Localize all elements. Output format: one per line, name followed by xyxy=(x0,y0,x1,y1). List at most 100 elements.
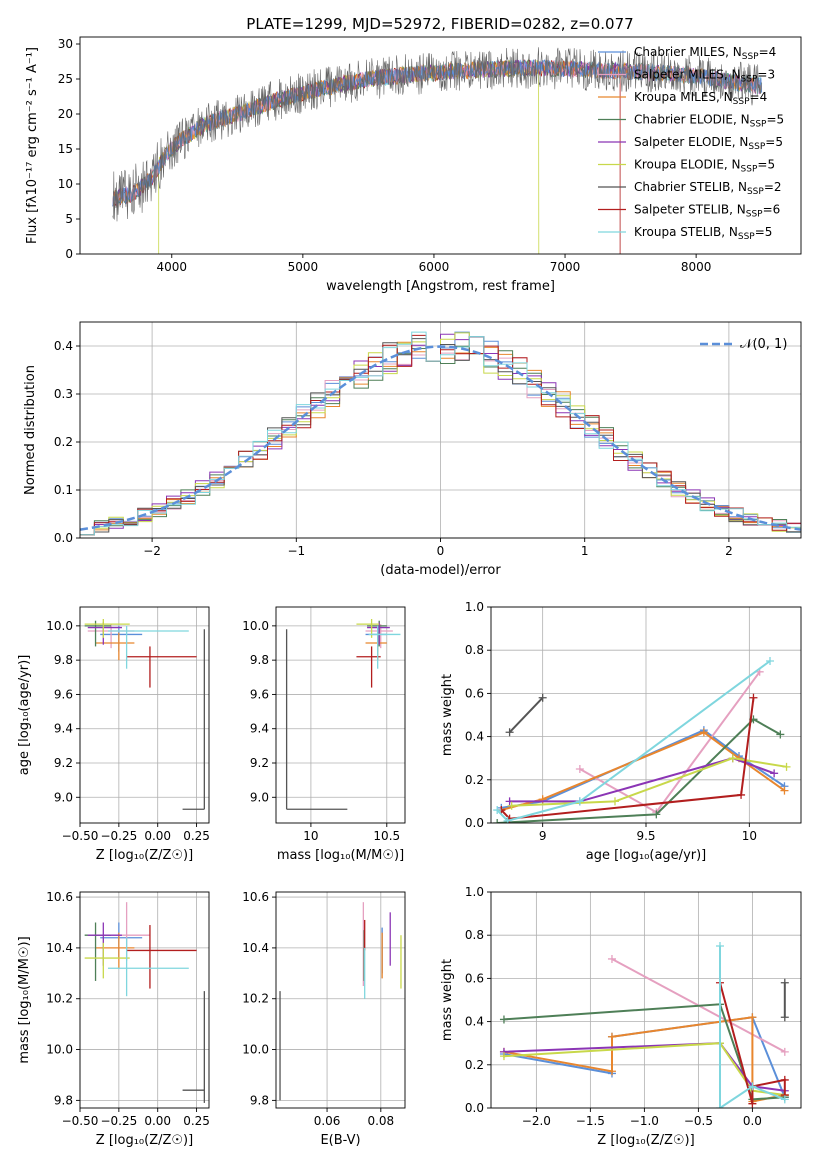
errorbar-kroupa_stelib xyxy=(368,625,401,669)
point-marker xyxy=(782,762,791,771)
x-tick-label: −0.50 xyxy=(62,1114,99,1128)
y-tick-label: 20 xyxy=(58,107,73,121)
x-tick-label: 10 xyxy=(742,829,757,843)
y-tick-label: 10.0 xyxy=(46,1043,73,1057)
series-line xyxy=(719,946,786,1108)
x-axis-label: E(B-V) xyxy=(320,1133,360,1148)
errorbars xyxy=(84,902,205,1103)
series-line xyxy=(511,757,787,807)
plot-frame xyxy=(275,891,406,1109)
errorbar-chabrier_stelib xyxy=(285,629,348,810)
series-line xyxy=(496,660,771,822)
errorbar-kroupa_miles xyxy=(95,932,135,969)
x-axis-label: age [log₁₀(age/yr)] xyxy=(586,848,707,863)
y-tick-label: 9.6 xyxy=(54,687,73,701)
errorbar-salpeter_elodie xyxy=(87,922,122,966)
y-axis-label: Normed distribution xyxy=(23,365,38,495)
x-tick-label: 0.25 xyxy=(183,1114,210,1128)
point-marker xyxy=(766,657,774,665)
x-tick-label: −1.0 xyxy=(630,1114,659,1128)
x-tick-label: −2.0 xyxy=(522,1114,551,1128)
y-axis-label: age [log₁₀(age/yr)] xyxy=(17,655,32,776)
y-tick-label: 0.2 xyxy=(54,435,73,449)
y-tick-label: 9.4 xyxy=(54,722,73,736)
y-tick-label: 9.6 xyxy=(250,687,269,701)
series-chabrier_stelib xyxy=(505,693,547,737)
x-tick-label: 4000 xyxy=(156,260,187,274)
y-tick-label: 9.2 xyxy=(250,756,269,770)
errorbar-chabrier_stelib xyxy=(182,629,205,810)
point-marker xyxy=(770,769,779,778)
errorbar-salpeter_elodie xyxy=(367,622,390,645)
y-tick-label: 0.2 xyxy=(465,773,484,787)
point-marker xyxy=(652,810,661,819)
point-marker xyxy=(499,1015,508,1024)
x-tick-label: 10 xyxy=(303,829,318,843)
y-tick-label: 10.4 xyxy=(46,941,73,955)
series-line xyxy=(501,731,786,811)
chart-spectrum: 4000 5000 6000 7000 8000 0 5 10 15 20 25 30 waveleng… xyxy=(25,36,802,294)
plot-frame xyxy=(275,606,406,824)
y-tick-label: 0 xyxy=(65,247,73,261)
y-tick-label: 10.0 xyxy=(46,619,73,633)
legend-label: Chabrier ELODIE, NSSP=5 xyxy=(634,113,784,130)
y-tick-label: 10.6 xyxy=(242,890,269,904)
chart-age_vs_mass: 10 10.5 9.0 9.2 9.4 9.6 9.8 10.0 mass [log₁₀(M/M… xyxy=(242,606,406,863)
y-tick-label: 10.2 xyxy=(46,992,73,1006)
x-tick-label: −2 xyxy=(143,544,161,558)
errorbar-chabrier_elodie xyxy=(84,922,112,981)
y-tick-label: 0.3 xyxy=(54,387,73,401)
y-tick-label: 9.4 xyxy=(250,722,269,736)
histograms xyxy=(80,331,801,536)
errorbar-kroupa_elodie xyxy=(84,942,130,979)
legend-label: 𝒩(0, 1) xyxy=(740,337,787,352)
x-tick-label: −0.50 xyxy=(62,829,99,843)
x-tick-label: 6000 xyxy=(419,260,450,274)
point-marker xyxy=(780,978,789,987)
y-tick-label: 0.8 xyxy=(465,643,484,657)
x-tick-label: 0.25 xyxy=(183,829,210,843)
y-tick-label: 5 xyxy=(65,212,73,226)
legend: Chabrier MILES, NSSP=4 Salpeter MILES, NS… xyxy=(598,45,784,242)
point-marker xyxy=(575,797,584,806)
legend-label: Kroupa ELODIE, NSSP=5 xyxy=(634,158,775,175)
x-tick-label: −0.5 xyxy=(684,1114,713,1128)
point-marker xyxy=(780,1095,789,1104)
series-line xyxy=(501,728,786,809)
series xyxy=(499,942,789,1108)
spectrum-lines xyxy=(112,47,763,254)
y-tick-label: 1.0 xyxy=(465,600,484,614)
series-line xyxy=(500,697,755,820)
y-tick-label: 15 xyxy=(58,142,73,156)
point-marker xyxy=(780,1013,789,1022)
y-tick-label: 1.0 xyxy=(465,885,484,899)
legend-label: Kroupa STELIB, NSSP=5 xyxy=(634,225,772,242)
chart-mass_weight_vs_Z: −2.0 −1.5 −1.0 −0.5 0.0 0.0 0.2 0.4 0.6 0.8 1.0 Z [… xyxy=(440,885,802,1148)
point-marker xyxy=(737,790,746,799)
series-kroupa_stelib xyxy=(493,657,774,823)
chart-mass_vs_ebv: 0.06 0.08 9.8 10.0 10.2 10.4 10.6 E(B-V) xyxy=(242,890,406,1148)
y-tick-label: 0.8 xyxy=(465,928,484,942)
plot-frame xyxy=(79,606,210,824)
x-axis-label: wavelength [Angstrom, rest frame] xyxy=(326,279,555,294)
errorbar-chabrier_miles xyxy=(100,922,143,959)
plot-frame xyxy=(79,36,802,255)
y-tick-label: 10.2 xyxy=(242,992,269,1006)
model-line-salpeter_stelib xyxy=(112,59,621,254)
y-tick-label: 30 xyxy=(58,37,73,51)
point-marker xyxy=(780,786,789,795)
histogram-chabrier_elodie xyxy=(80,345,801,536)
y-tick-label: 0.4 xyxy=(465,1015,484,1029)
errorbar-kroupa_miles xyxy=(95,632,135,661)
point-marker xyxy=(538,693,547,702)
y-tick-label: 9.0 xyxy=(54,790,73,804)
point-marker xyxy=(607,1032,616,1041)
x-tick-label: 0.06 xyxy=(314,1114,341,1128)
y-tick-label: 25 xyxy=(58,72,73,86)
x-tick-label: 0.00 xyxy=(144,829,171,843)
y-axis-label: mass [log₁₀(M/M☉)] xyxy=(17,936,32,1063)
point-marker xyxy=(503,816,512,823)
histogram-kroupa_stelib xyxy=(80,331,801,536)
chart-mass_weight_vs_age: 9 9.5 10 0.0 0.2 0.4 0.6 0.8 1.0 age [log₁₀(age/y… xyxy=(440,600,802,863)
legend-label: Chabrier MILES, NSSP=4 xyxy=(634,45,776,62)
